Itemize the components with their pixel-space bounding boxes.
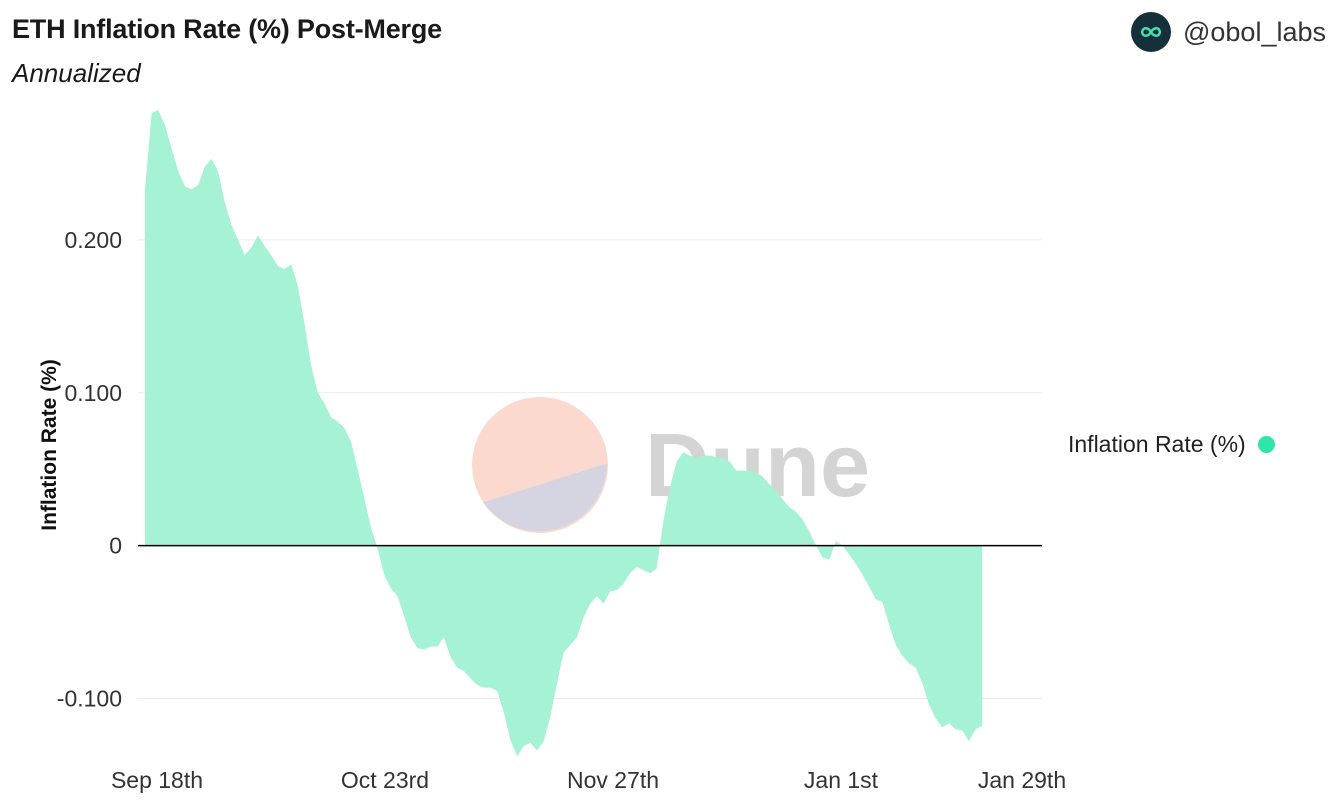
y-tick-label: 0.200 — [64, 227, 122, 253]
dune-logo-slice — [483, 463, 607, 532]
x-tick-label: Nov 27th — [567, 767, 659, 793]
y-axis-label: Inflation Rate (%) — [38, 359, 61, 531]
y-tick-label: 0.100 — [64, 380, 122, 406]
series-area-inflation-rate — [145, 110, 983, 757]
legend-label: Inflation Rate (%) — [1068, 431, 1246, 457]
x-tick-label: Jan 1st — [804, 767, 879, 793]
legend-item-inflation-rate[interactable]: Inflation Rate (%) — [1068, 431, 1275, 458]
infinity-logo-icon — [1130, 12, 1171, 52]
x-axis-ticks: Sep 18th Oct 23rd Nov 27th Jan 1st Jan 29th — [111, 767, 1066, 793]
x-tick-label: Oct 23rd — [341, 767, 429, 793]
brand-handle: @obol_labs — [1182, 16, 1326, 47]
legend-dot-icon — [1257, 436, 1275, 453]
x-tick-label: Jan 29th — [978, 767, 1066, 793]
y-tick-label: 0 — [109, 533, 122, 559]
chart-title: ETH Inflation Rate (%) Post-Merge — [12, 14, 442, 44]
chart-subtitle: Annualized — [12, 58, 141, 88]
x-tick-label: Sep 18th — [111, 767, 203, 793]
y-axis-ticks: 0.200 0.100 0 -0.100 — [57, 227, 122, 712]
y-tick-label: -0.100 — [57, 686, 122, 712]
dune-watermark: Dune — [472, 397, 870, 533]
brand-badge[interactable]: @obol_labs — [1130, 12, 1326, 52]
